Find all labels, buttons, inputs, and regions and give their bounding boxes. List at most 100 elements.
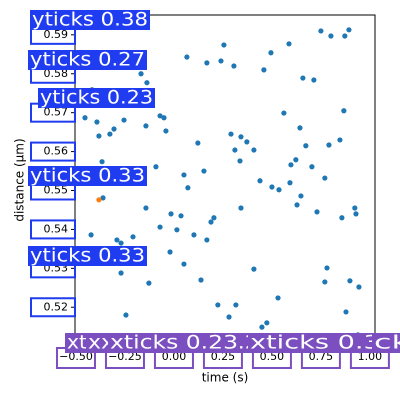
- overlay-label: xt: [67, 332, 87, 354]
- point: [107, 131, 113, 137]
- point: [269, 184, 275, 190]
- overlay-label: yticks 0.38: [32, 9, 148, 31]
- overlay-box: [28, 50, 147, 70]
- point: [257, 178, 263, 184]
- point: [208, 219, 214, 225]
- point: [96, 197, 102, 203]
- point: [238, 134, 244, 140]
- point: [100, 195, 106, 201]
- x-axis-label: time (s): [202, 371, 249, 385]
- point: [94, 119, 100, 125]
- point: [111, 126, 117, 132]
- point: [161, 115, 167, 121]
- point: [343, 309, 349, 315]
- point: [201, 168, 207, 174]
- x-tick-label: 0.25: [211, 350, 236, 363]
- point: [123, 312, 129, 318]
- point: [233, 302, 239, 308]
- overlay-box: [38, 88, 155, 108]
- point: [311, 77, 317, 83]
- point: [118, 240, 124, 246]
- point: [298, 193, 304, 199]
- point: [294, 202, 300, 208]
- point: [226, 314, 232, 320]
- point: [286, 41, 292, 47]
- point: [191, 232, 197, 238]
- point: [342, 33, 348, 39]
- point: [88, 232, 94, 238]
- point: [181, 172, 187, 178]
- point: [346, 27, 352, 33]
- point: [353, 211, 359, 217]
- x-tick-label: 0.00: [162, 350, 187, 363]
- point: [82, 115, 88, 121]
- point: [232, 147, 238, 153]
- overlay-label: yticks 0.33: [30, 245, 145, 267]
- point: [297, 125, 303, 131]
- point: [99, 159, 105, 165]
- overlay-box: [28, 246, 147, 266]
- x-tick-label: 1.00: [358, 350, 383, 363]
- point: [184, 54, 190, 60]
- y-tick-box: [30, 297, 76, 318]
- point: [293, 157, 299, 163]
- overlay-label: yticks 0.33: [30, 165, 145, 187]
- point: [163, 128, 169, 134]
- x-tick-label: −0.50: [59, 350, 93, 363]
- y-tick-box: [30, 141, 76, 162]
- y-tick-label: 0.55: [44, 184, 69, 197]
- overlay-box: [28, 166, 147, 186]
- point: [347, 278, 353, 284]
- point: [341, 108, 347, 114]
- point: [174, 227, 180, 233]
- point: [303, 143, 309, 149]
- point: [314, 209, 320, 215]
- y-tick-label: 0.54: [44, 222, 69, 235]
- point: [114, 237, 120, 243]
- point: [324, 265, 330, 271]
- point: [130, 234, 136, 240]
- overlay-label: xticks 0.23: [110, 332, 238, 354]
- point: [121, 117, 127, 123]
- y-tick-label: 0.56: [44, 145, 69, 158]
- point: [204, 60, 210, 66]
- point: [328, 33, 334, 39]
- overlay-label: yticks 0.27: [30, 49, 145, 71]
- point: [309, 164, 315, 170]
- point: [157, 224, 163, 230]
- overlay-box: [108, 333, 240, 353]
- point: [276, 187, 282, 193]
- y-tick-box: [30, 219, 76, 240]
- point: [181, 261, 187, 267]
- point: [322, 175, 328, 181]
- point: [261, 67, 267, 73]
- point: [153, 164, 159, 170]
- overlay-box: [372, 333, 400, 353]
- point: [237, 158, 243, 164]
- point: [211, 215, 217, 221]
- overlay-label: yticks 0.23: [40, 87, 153, 109]
- point: [168, 211, 174, 217]
- point: [167, 249, 173, 255]
- overlay-label: xticks 0.34: [250, 332, 398, 354]
- point: [251, 266, 257, 272]
- point: [275, 295, 281, 301]
- point: [138, 71, 144, 77]
- point: [228, 131, 234, 137]
- point: [231, 63, 237, 69]
- point: [356, 284, 362, 290]
- point: [195, 140, 201, 146]
- point: [178, 213, 184, 219]
- x-tick-label: −0.25: [108, 350, 142, 363]
- point: [264, 320, 270, 326]
- point: [143, 123, 149, 129]
- point: [221, 42, 227, 48]
- point: [318, 28, 324, 34]
- overlay-label: xx: [88, 332, 114, 354]
- point: [185, 185, 191, 191]
- y-axis-label: distance (μm): [13, 138, 27, 221]
- point: [143, 205, 149, 211]
- point: [288, 162, 294, 168]
- point: [118, 270, 124, 276]
